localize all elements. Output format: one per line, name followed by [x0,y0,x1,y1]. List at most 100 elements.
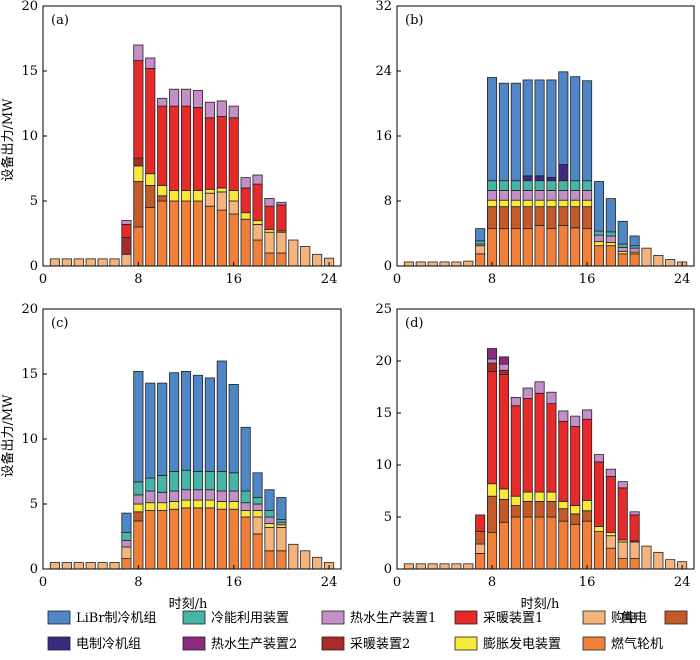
ytick-label: 10 [375,458,392,473]
bar-d-h12-s4 [534,392,545,493]
bar-d-h9-s6 [498,363,509,371]
bar-c-h7-s6 [121,512,132,533]
bar-b-h15-s4 [570,190,581,201]
bar-a-h16-s3 [228,190,239,202]
legend-label: 采暖装置2 [350,637,410,652]
bar-d-h15-s0 [570,523,581,570]
plot-frame [396,308,695,570]
bar-a-h6-s1 [109,258,120,267]
bar-d-h11-s3 [522,491,533,502]
bar-d-h4-s1 [439,563,450,570]
xtick-label: 0 [393,272,401,287]
bar-c-h14-s4 [204,489,215,501]
bar-b-h12-s5 [534,180,545,191]
bar-d-h5-s1 [451,563,462,570]
bar-a-h10-s0 [157,200,168,267]
bar-a-h19-s6 [264,197,275,207]
bar-d-h9-s4 [498,374,509,490]
bar-b-h14-s3 [558,199,569,208]
bar-a-h12-s0 [180,200,192,267]
bar-a-h17-s5 [240,187,251,214]
bar-c-h11-s5 [169,471,180,492]
bar-d-h9-s2 [498,498,509,523]
bar-b-h4-s1 [439,261,450,267]
bar-b-h14-s6 [558,164,569,182]
xtick-label: 16 [225,272,242,287]
bar-b-h8-s2 [487,206,498,230]
bar-c-h15-s4 [216,490,227,502]
bar-d-h2-s1 [415,563,426,570]
bar-b-h9-s3 [498,199,509,208]
bar-d-h18-s0 [605,547,616,570]
xtick-label: 8 [134,575,142,590]
bar-a-h3-s1 [73,258,84,267]
bar-c-h18-s1 [252,516,263,535]
bar-c-h12-s3 [180,499,192,509]
bar-b-h16-s3 [582,199,593,208]
bar-b-h11-s6 [522,175,533,182]
legend-swatch [454,636,478,651]
bar-a-h14-s3 [204,188,215,194]
bar-c-h11-s6 [169,372,180,472]
bar-d-h14-s0 [558,520,569,570]
bar-b-h10-s4 [510,190,521,201]
bar-c-h18-s4 [252,503,263,511]
bar-c-h7-s1 [121,546,132,560]
bar-c-h3-s1 [73,562,84,570]
legend-label: 燃气轮机 [611,636,663,652]
bar-a-h15-s1 [216,191,227,211]
bar-c-h4-s1 [85,562,96,570]
legend-label: 购电 [611,610,637,626]
bar-a-h13-s6 [192,90,204,108]
bar-d-h15-s6 [570,415,581,427]
bar-a-h1-s1 [49,258,60,267]
bar-c-h2-s1 [61,562,72,570]
bar-d-h7-s2 [475,531,486,545]
bar-d-h23-s1 [665,559,676,570]
bar-a-h9-s3 [145,173,156,186]
bar-a-h7-s4 [121,236,132,255]
bar-b-h18-s0 [605,245,616,267]
bar-c-h10-s6 [157,382,168,476]
bar-a-h16-s5 [228,117,239,192]
bar-a-h8-s6 [133,44,144,62]
bar-d-h21-s1 [641,545,652,570]
xtick-label: 8 [134,272,142,287]
bar-d-h18-s3 [605,532,616,537]
bar-c-h12-s5 [180,469,192,491]
bar-b-h12-s7 [534,79,545,177]
bar-b-h9-s5 [498,180,509,191]
bar-c-h20-s1 [276,527,287,552]
bar-d-h20-s0 [629,558,640,570]
plot-frame [42,308,342,570]
bar-c-h23-s1 [312,556,323,570]
bar-a-h14-s6 [204,101,215,119]
bar-c-h15-s5 [216,471,227,492]
bar-c-h7-s5 [121,532,132,541]
bar-c-h13-s4 [192,489,204,501]
bar-b-h8-s4 [487,190,498,201]
bar-c-h19-s0 [264,550,275,570]
bar-c-h15-s0 [216,508,227,570]
bar-c-h7-s4 [121,540,132,548]
bar-b-h15-s5 [570,180,581,191]
bar-d-h12-s6 [534,381,545,394]
xtick-label: 8 [488,272,496,287]
bar-a-h12-s3 [180,190,192,202]
bar-a-h20-s1 [276,231,287,254]
ytick-label: 25 [375,302,392,317]
bar-c-h16-s4 [228,490,239,502]
ytick-label: 15 [375,406,392,421]
bar-d-h3-s1 [427,563,438,570]
bar-b-h8-s7 [487,77,498,182]
bar-a-h4-s1 [85,258,96,267]
bar-d-h15-s3 [570,505,581,515]
bar-c-h14-s6 [204,377,215,472]
panel-tag: (a) [51,13,69,28]
bar-b-h8-s5 [487,180,498,191]
bar-d-h11-s0 [522,516,533,570]
bar-a-h18-s3 [252,220,263,225]
bar-c-h9-s6 [145,382,156,479]
bar-b-h19-s0 [617,253,628,267]
